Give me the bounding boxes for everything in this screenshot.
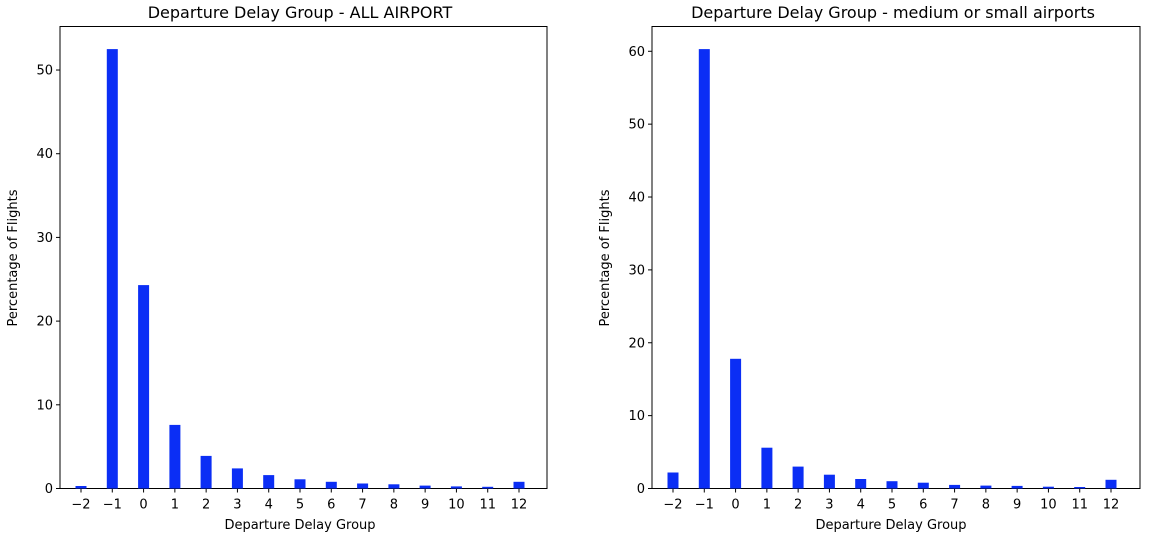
chart-panel-medium-small-airports: Departure Delay Group - medium or small … [598, 3, 1141, 533]
bar-4 [792, 466, 804, 489]
x-axis-label: Departure Delay Group [815, 518, 966, 533]
bar-6 [855, 479, 867, 489]
bar-5 [823, 474, 835, 489]
y-tick-label: 50 [628, 118, 645, 133]
x-tick-label: 12 [1103, 498, 1120, 513]
bar-8 [917, 482, 929, 489]
x-tick-label: 12 [511, 498, 528, 513]
y-axis-ticks: 0 10 20 30 40 50 60 [628, 45, 652, 497]
bar-1 [698, 49, 710, 489]
bar-10 [388, 484, 400, 489]
x-tick-label: 3 [825, 498, 833, 513]
x-tick-label: 8 [390, 498, 398, 513]
y-tick-label: 30 [628, 263, 645, 278]
y-tick-label: 20 [36, 315, 53, 330]
x-tick-label: 6 [327, 498, 335, 513]
bar-1 [106, 49, 118, 489]
x-tick-label: 0 [731, 498, 739, 513]
y-axis-label: Percentage of Flights [598, 189, 613, 326]
x-tick-label: 3 [233, 498, 241, 513]
x-tick-label: 2 [794, 498, 802, 513]
y-tick-label: 0 [637, 482, 645, 497]
x-tick-label: 9 [1013, 498, 1021, 513]
chart-title: Departure Delay Group - medium or small … [691, 3, 1095, 22]
chart-panel-all-airports: Departure Delay Group - ALL AIRPORT −2 −1… [6, 3, 548, 533]
bar-12 [450, 486, 462, 489]
bar-6 [263, 475, 275, 489]
x-tick-label: 11 [1071, 498, 1088, 513]
plot-frame [59, 26, 548, 489]
y-tick-label: 10 [36, 398, 53, 413]
x-axis-ticks: −2 −1 0 1 2 3 4 5 6 7 8 9 10 11 12 [71, 488, 528, 513]
y-tick-label: 40 [36, 147, 53, 162]
bar-4 [200, 455, 212, 489]
x-tick-label: −1 [103, 498, 122, 513]
x-tick-label: 8 [982, 498, 990, 513]
bar-3 [761, 447, 773, 489]
x-tick-label: 0 [139, 498, 147, 513]
x-tick-label: 1 [171, 498, 179, 513]
bar-14 [1105, 479, 1117, 489]
bar-13 [482, 486, 494, 489]
x-tick-label: −2 [71, 498, 90, 513]
y-tick-label: 10 [628, 409, 645, 424]
x-tick-label: −1 [695, 498, 714, 513]
bar-12 [1042, 486, 1054, 489]
bar-14 [513, 481, 525, 489]
x-tick-label: 4 [857, 498, 865, 513]
bar-2 [730, 358, 742, 489]
y-tick-label: 60 [628, 45, 645, 60]
x-tick-label: 4 [265, 498, 273, 513]
bar-2 [138, 285, 150, 489]
bar-7 [886, 481, 898, 489]
plot-frame [651, 26, 1141, 489]
x-axis-label: Departure Delay Group [224, 518, 375, 533]
x-tick-label: 7 [950, 498, 958, 513]
y-axis-ticks: 0 10 20 30 40 50 [36, 64, 60, 497]
x-tick-label: 9 [421, 498, 429, 513]
y-tick-label: 40 [628, 191, 645, 206]
bar-11 [419, 485, 431, 489]
bar-7 [294, 479, 306, 489]
x-tick-label: 10 [448, 498, 465, 513]
x-tick-label: −2 [663, 498, 682, 513]
bar-10 [980, 485, 992, 489]
bar-0 [75, 486, 87, 489]
x-tick-label: 7 [358, 498, 366, 513]
bar-group [75, 49, 525, 489]
x-tick-label: 6 [919, 498, 927, 513]
x-tick-label: 2 [202, 498, 210, 513]
chart-title: Departure Delay Group - ALL AIRPORT [148, 3, 453, 22]
x-tick-label: 5 [888, 498, 896, 513]
x-tick-label: 11 [479, 498, 496, 513]
x-tick-label: 5 [296, 498, 304, 513]
y-axis-label: Percentage of Flights [6, 189, 21, 326]
bar-9 [949, 484, 961, 489]
x-axis-ticks: −2 −1 0 1 2 3 4 5 6 7 8 9 10 11 12 [663, 488, 1120, 513]
y-tick-label: 20 [628, 336, 645, 351]
bar-8 [325, 481, 337, 489]
bar-0 [667, 472, 679, 489]
y-tick-label: 50 [36, 64, 53, 79]
bar-group [667, 49, 1117, 489]
bar-11 [1011, 485, 1023, 489]
x-tick-label: 1 [763, 498, 771, 513]
bar-3 [169, 424, 181, 489]
y-tick-label: 30 [36, 231, 53, 246]
bar-13 [1074, 487, 1086, 489]
bar-5 [231, 468, 243, 489]
y-tick-label: 0 [45, 482, 53, 497]
bar-9 [357, 483, 369, 489]
x-tick-label: 10 [1040, 498, 1057, 513]
